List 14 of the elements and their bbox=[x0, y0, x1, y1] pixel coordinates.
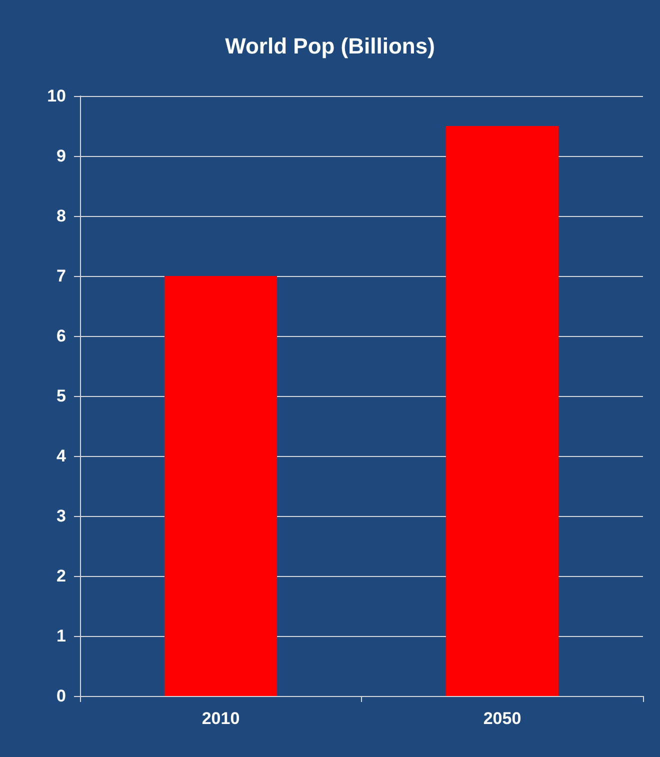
x-tick-label: 2050 bbox=[483, 709, 522, 728]
x-tick-label: 2010 bbox=[202, 709, 240, 728]
y-tick-label: 0 bbox=[56, 686, 66, 706]
y-tick-label: 2 bbox=[56, 566, 66, 586]
y-tick-label: 8 bbox=[56, 206, 66, 226]
y-tick-label: 6 bbox=[56, 326, 66, 346]
y-tick-label: 4 bbox=[56, 446, 67, 466]
y-tick-label: 1 bbox=[56, 626, 66, 646]
y-tick-label: 7 bbox=[56, 266, 66, 286]
y-tick-label: 5 bbox=[56, 386, 66, 406]
y-tick-label: 10 bbox=[47, 86, 66, 106]
y-tick-label: 3 bbox=[56, 506, 66, 526]
y-tick-label: 9 bbox=[56, 146, 66, 166]
chart-title: World Pop (Billions) bbox=[225, 34, 435, 58]
